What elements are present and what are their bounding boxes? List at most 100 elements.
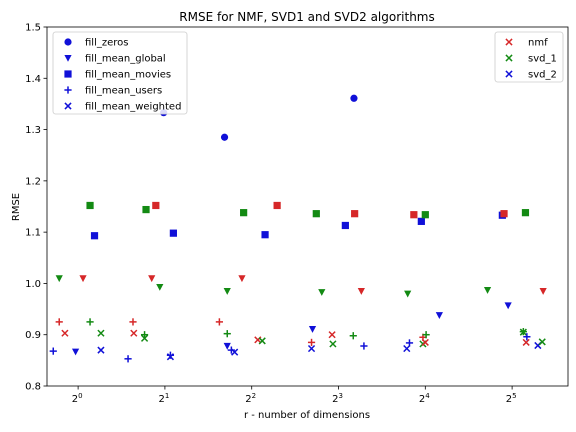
point-svd_2-x — [166, 353, 175, 361]
point-svd_2-square — [341, 221, 349, 230]
x-axis: 20 21 22 23 24 25 — [72, 386, 517, 405]
point-svd_1-triangle-down — [404, 290, 412, 298]
point-nmf-triangle-down — [539, 288, 547, 295]
point-nmf-plus — [215, 318, 223, 326]
x-tick-label: 24 — [419, 392, 430, 405]
point-svd_2-triangle-down — [71, 348, 80, 356]
chart-title: RMSE for NMF, SVD1 and SVD2 algorithms — [179, 10, 434, 24]
y-tick-label: 1.2 — [25, 176, 41, 187]
point-svd_2-circle — [350, 94, 358, 102]
point-nmf-x — [61, 329, 69, 337]
point-svd_1-triangle-down — [156, 283, 164, 291]
point-svd_1-square — [421, 211, 429, 219]
legend-label: nmf — [528, 38, 548, 49]
y-axis: 0.8 0.9 1.0 1.1 1.2 1.3 1.4 1.5 — [25, 23, 47, 393]
point-svd_1-plus — [422, 331, 430, 339]
point-nmf-square — [410, 211, 418, 219]
y-axis-label: RMSE — [11, 193, 22, 221]
point-svd_2-plus — [124, 355, 132, 363]
point-nmf-plus — [307, 338, 316, 347]
point-svd_1-plus — [86, 318, 94, 326]
point-nmf-plus — [129, 318, 137, 326]
point-svd_2-square — [417, 217, 425, 225]
point-nmf-x — [522, 338, 530, 346]
y-tick-label: 0.9 — [25, 330, 41, 341]
point-svd_1-plus — [349, 332, 357, 340]
point-svd_1-square — [142, 205, 150, 214]
data-points — [49, 94, 547, 363]
point-svd_1-square — [86, 201, 94, 210]
y-tick-label: 1.5 — [25, 23, 41, 34]
point-nmf-x — [421, 338, 429, 346]
point-svd_1-triangle-down — [483, 287, 492, 294]
legend-marker-svd_2 — [505, 70, 513, 78]
point-svd_1-triangle-down — [55, 275, 63, 283]
point-svd_2-plus — [49, 347, 57, 355]
legend-label: fill_mean_global — [85, 54, 166, 65]
point-nmf-triangle-down — [148, 275, 156, 283]
legend-marker-svd_1 — [505, 54, 513, 62]
point-svd_2-x — [307, 344, 316, 353]
point-nmf-triangle-down — [357, 288, 365, 295]
point-svd_1-triangle-down — [223, 288, 231, 295]
point-nmf-square — [273, 201, 281, 210]
legend-fill-methods: fill_zeros fill_mean_global fill_mean_movi… — [52, 31, 188, 115]
point-svd_2-x — [403, 344, 411, 353]
point-svd_2-triangle-down — [504, 302, 512, 310]
legend-marker-triangle-down — [64, 54, 72, 62]
point-nmf-x — [328, 331, 336, 339]
y-tick-label: 1.0 — [25, 279, 41, 290]
point-nmf-square — [351, 210, 359, 218]
point-svd_2-plus — [227, 346, 235, 354]
x-tick-label: 20 — [72, 392, 83, 405]
x-tick-label: 21 — [158, 392, 169, 405]
legend-marker-x — [64, 102, 72, 110]
x-tick-label: 25 — [506, 392, 517, 405]
legend-frame — [52, 31, 188, 115]
legend-label: fill_mean_weighted — [85, 102, 181, 113]
point-svd_2-square — [169, 229, 177, 237]
legend-label: svd_2 — [528, 70, 557, 81]
x-axis-label: r - number of dimensions — [244, 410, 370, 421]
point-nmf-plus — [55, 318, 63, 326]
legend-marker-circle — [64, 38, 72, 46]
point-svd_1-x — [258, 337, 266, 345]
point-svd_1-square — [240, 209, 248, 217]
y-tick-label: 0.8 — [25, 382, 41, 393]
x-tick-label: 22 — [245, 392, 256, 405]
point-svd_2-square — [261, 231, 269, 239]
legend-label: fill_mean_movies — [85, 70, 171, 81]
point-svd_1-x — [329, 340, 337, 348]
legend-label: fill_zeros — [85, 38, 128, 49]
point-svd_2-plus — [523, 333, 531, 341]
y-tick-label: 1.3 — [25, 125, 41, 136]
point-svd_1-triangle-down — [318, 289, 326, 296]
y-tick-label: 1.1 — [25, 228, 41, 239]
point-svd_1-plus — [140, 331, 149, 339]
point-svd_1-plus — [223, 330, 231, 338]
point-svd_1-x — [538, 338, 546, 346]
legend-marker-square — [64, 70, 72, 78]
point-svd_1-square — [312, 210, 320, 218]
legend-marker-nmf — [505, 38, 513, 46]
point-svd_2-triangle-down — [435, 312, 443, 320]
point-svd_2-plus — [360, 342, 368, 350]
legend-label: svd_1 — [528, 54, 557, 65]
point-nmf-triangle-down — [79, 275, 87, 283]
x-tick-label: 23 — [332, 392, 343, 405]
point-svd_1-square — [521, 209, 530, 217]
point-svd_1-x — [140, 334, 149, 342]
point-svd_2-triangle-down — [308, 326, 317, 333]
point-svd_2-x — [97, 346, 105, 354]
legend-algorithms: nmf svd_1 svd_2 — [494, 31, 564, 83]
point-svd_2-x — [231, 348, 239, 356]
point-nmf-square — [152, 201, 160, 210]
point-svd_2-triangle-down — [223, 342, 231, 350]
y-tick-label: 1.4 — [25, 74, 41, 85]
point-nmf-square — [500, 210, 508, 218]
legend-marker-plus — [64, 86, 72, 94]
point-svd_1-x — [97, 329, 105, 337]
point-svd_2-square — [90, 232, 99, 240]
point-nmf-x — [130, 329, 138, 337]
